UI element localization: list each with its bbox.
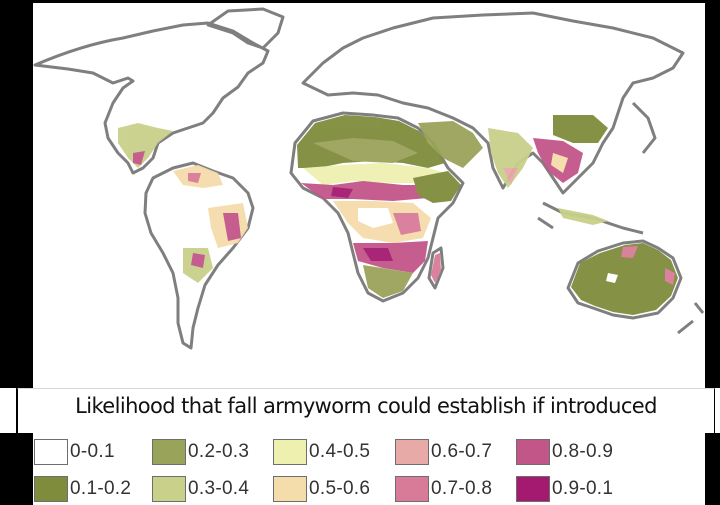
legend-label: 0.1-0.2 xyxy=(70,478,132,499)
world-map xyxy=(33,3,705,388)
title-right-cap xyxy=(715,388,720,433)
legend-swatch xyxy=(34,439,68,465)
legend-label: 0.4-0.5 xyxy=(309,441,371,462)
legend-item: 0.5-0.6 xyxy=(273,475,370,503)
legend-label: 0.3-0.4 xyxy=(188,478,250,499)
legend-item: 0.2-0.3 xyxy=(152,438,249,466)
world-map-graphic xyxy=(33,7,705,350)
legend-item: 0.3-0.4 xyxy=(152,475,249,503)
legend-item: 0.8-0.9 xyxy=(516,438,613,466)
legend-item: 0.4-0.5 xyxy=(273,438,370,466)
legend-label: 0.7-0.8 xyxy=(431,478,493,499)
legend-item: 0.6-0.7 xyxy=(395,438,492,466)
south-america-outline xyxy=(143,161,255,350)
legend-label: 0.9-0.1 xyxy=(552,478,614,499)
legend-label: 0.8-0.9 xyxy=(552,441,614,462)
australia-outline xyxy=(566,239,683,320)
legend-swatch xyxy=(34,476,68,502)
legend-swatch xyxy=(395,476,429,502)
legend-swatch xyxy=(516,476,550,502)
japan-outline xyxy=(631,101,657,154)
africa-outline xyxy=(289,111,465,303)
legend-swatch xyxy=(152,439,186,465)
map-title: Likelihood that fall armyworm could esta… xyxy=(75,394,657,418)
legend-label: 0.6-0.7 xyxy=(431,441,493,462)
legend-swatch xyxy=(273,439,307,465)
legend-label: 0.2-0.3 xyxy=(188,441,250,462)
legend-swatch xyxy=(395,439,429,465)
legend-swatch xyxy=(516,439,550,465)
legend: 0-0.1 0.1-0.2 0.2-0.3 0.3-0.4 0.4-0.5 0.… xyxy=(33,433,705,505)
north-america-outline xyxy=(33,21,270,175)
legend-item: 0.9-0.1 xyxy=(516,475,613,503)
madagascar-outline xyxy=(427,246,445,290)
legend-swatch xyxy=(152,476,186,502)
legend-item: 0.1-0.2 xyxy=(34,475,131,503)
new-zealand-outline xyxy=(677,302,705,335)
legend-label: 0-0.1 xyxy=(70,441,115,462)
legend-label: 0.5-0.6 xyxy=(309,478,371,499)
legend-swatch xyxy=(273,476,307,502)
title-bar: Likelihood that fall armyworm could esta… xyxy=(17,388,715,433)
legend-item: 0.7-0.8 xyxy=(395,475,492,503)
greenland-outline xyxy=(206,7,285,50)
legend-item: 0-0.1 xyxy=(34,438,115,466)
title-left-cap xyxy=(0,388,16,433)
eurasia-outline xyxy=(301,11,685,195)
